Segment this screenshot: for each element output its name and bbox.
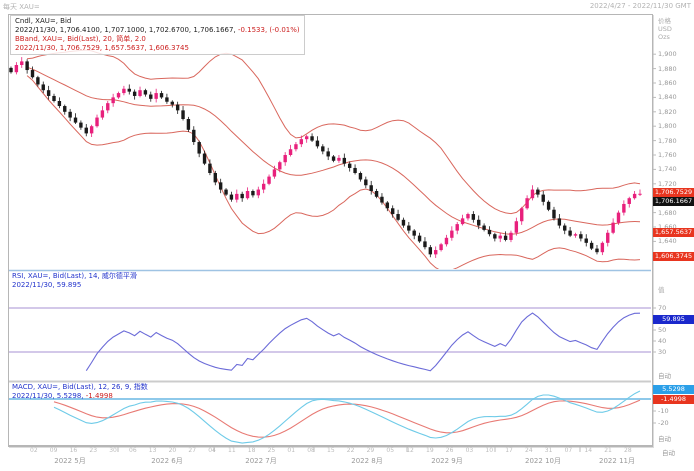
time-axis-day-label: 24 (525, 447, 533, 454)
time-axis-day-label: 14 (584, 447, 593, 454)
time-axis-day-label: 05 (386, 447, 395, 454)
chart-header: 每天 XAU= 2022/4/27 - 2022/11/30 GMT (0, 0, 694, 13)
time-axis-month-label: 2022 9月 (431, 457, 463, 465)
time-axis-day-label: 01 (287, 447, 296, 454)
bband-legend-values: 2022/11/30, 1,706.7529, 1,657.5637, 1,60… (15, 44, 189, 52)
macd-pane-legend: MACD, XAU=, Bid(Last), 12, 26, 9, 指数 202… (12, 383, 148, 401)
macd-legend-value: 2022/11/30, 5.5298, (12, 392, 84, 400)
rsi-legend-series: RSI, XAU=, Bid(Last), 14, 威尔德平滑 (12, 272, 137, 280)
price-tick-label: 1,740 (658, 165, 677, 174)
rsi-legend-values: 2022/11/30, 59.895 (12, 281, 82, 289)
rsi-axis-header: 值 (658, 286, 665, 294)
price-tick-label: 1,840 (658, 93, 677, 102)
macd-tick-label: -20 (658, 419, 669, 427)
candle-legend-values: 2022/11/30, 1,706.4100, 1,707.1000, 1,70… (15, 26, 236, 34)
time-axis-day-label: 02 (30, 447, 38, 454)
price-tick-label: 1,800 (658, 122, 677, 131)
time-axis-day-label: 04 (208, 447, 216, 454)
time-axis-day-label: 09 (49, 447, 58, 454)
price-axis-header-currency: USD (658, 25, 672, 33)
time-axis-day-label: 21 (604, 447, 612, 454)
rsi-tick-label: 70 (658, 304, 667, 312)
time-axis-day-label: 15 (327, 447, 335, 454)
time-axis-day-label: 20 (168, 447, 177, 454)
auto-scale-button[interactable]: 自动 (662, 449, 675, 457)
price-tick-label: 1,900 (658, 50, 677, 59)
bband-middle-label: 1,657.5637 (653, 228, 694, 237)
time-axis-month-label: 2022 11月 (599, 457, 635, 465)
time-axis-month-label: 2022 8月 (351, 457, 383, 465)
time-axis-day-label: 03 (465, 447, 474, 454)
rsi-value-label: 59.895 (653, 315, 694, 324)
price-tick-label: 1,780 (658, 136, 677, 145)
price-tick-label: 1,860 (658, 79, 677, 87)
time-axis-day-label: 18 (247, 447, 256, 454)
auto-scale-button[interactable]: 自动 (658, 372, 671, 380)
macd-tick-label: -10 (658, 407, 669, 415)
time-axis-day-label: 19 (426, 447, 434, 454)
rsi-pane-legend: RSI, XAU=, Bid(Last), 14, 威尔德平滑 2022/11/… (12, 272, 137, 290)
price-tick-label: 1,820 (658, 107, 677, 116)
macd-legend-signal-value: -1.4998 (85, 392, 113, 400)
time-axis-month-label: 2022 6月 (151, 457, 183, 465)
interval-symbol-label: 每天 XAU= (3, 3, 40, 11)
macd-value-label: 5.5298 (653, 385, 694, 394)
time-axis-day-label: 26 (445, 447, 454, 454)
time-axis-day-label: 11 (228, 447, 236, 454)
price-tick-label: 1,680 (658, 208, 677, 217)
bband-legend-series: BBand, XAU=, Bid(Last), 20, 简单, 2.0 (15, 35, 146, 43)
time-axis-day-label: 22 (346, 447, 355, 454)
time-axis-month-label: 2022 5月 (54, 457, 86, 465)
time-axis-day-label: 07 (564, 447, 573, 454)
price-pane-legend: Cndl, XAU=, Bid 2022/11/30, 1,706.4100, … (10, 15, 305, 55)
candle-legend-series: Cndl, XAU=, Bid (15, 17, 72, 25)
macd-legend-series: MACD, XAU=, Bid(Last), 12, 26, 9, 指数 (12, 383, 148, 391)
price-tick-label: 1,720 (658, 179, 677, 188)
rsi-tick-label: 50 (658, 326, 667, 334)
date-range-label: 2022/4/27 - 2022/11/30 GMT (589, 2, 691, 10)
bband-lower-label: 1,606.3745 (653, 252, 694, 261)
price-axis-header-unit: Ozs (658, 33, 670, 41)
time-axis-day-label: 06 (129, 447, 137, 454)
auto-scale-button[interactable]: 自动 (658, 435, 671, 443)
rsi-tick-label: 40 (658, 337, 667, 345)
rsi-tick-label: 30 (658, 348, 667, 356)
time-axis-day-label: 12 (406, 447, 414, 454)
time-axis-day-label: 30 (109, 447, 117, 454)
time-axis-month-label: 2022 10月 (525, 457, 561, 465)
bband-upper-label: 1,706.7529 (653, 188, 694, 197)
price-tick-label: 1,760 (658, 151, 677, 159)
time-axis-day-label: 25 (267, 447, 276, 454)
time-axis-day-label: 27 (188, 447, 197, 454)
time-axis-day-label: 23 (89, 447, 98, 454)
time-axis-day-label: 29 (366, 447, 375, 454)
time-axis-month-label: 2022 7月 (245, 457, 277, 465)
price-tick-label: 1,660 (658, 223, 677, 231)
price-axis-header: 价格 USD Ozs (658, 17, 672, 41)
price-axis-header-price: 价格 (658, 17, 671, 25)
time-axis-day-label: 28 (624, 447, 632, 454)
time-axis-day-label: 10 (485, 447, 494, 454)
time-axis-day-label: 16 (69, 447, 78, 454)
price-tick-label: 1,640 (658, 237, 677, 246)
last-price-label: 1,706.1667 (653, 197, 694, 206)
time-axis-day-label: 13 (148, 447, 157, 454)
time-axis-day-label: 31 (544, 447, 553, 454)
price-tick-label: 1,880 (658, 64, 677, 73)
macd-value-label: -1.4998 (653, 395, 694, 404)
time-axis-day-label: 08 (307, 447, 315, 454)
candle-legend-change: -0.1533, (-0.01%) (237, 26, 300, 34)
chart-frame (8, 14, 653, 447)
time-axis-day-label: 17 (505, 447, 513, 454)
